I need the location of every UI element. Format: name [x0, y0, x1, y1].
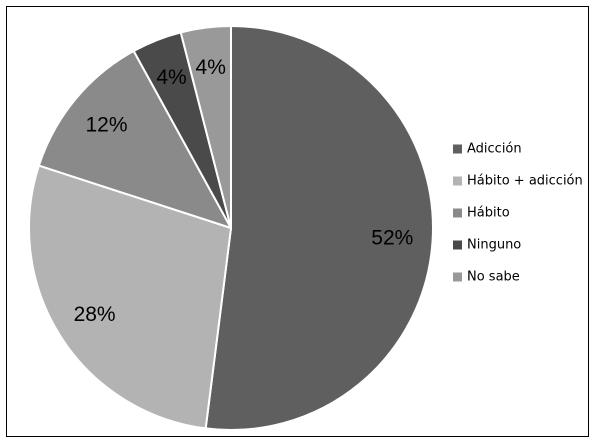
legend-swatch-ninguno	[453, 240, 462, 250]
legend-label-adiccion: Adicción	[467, 142, 522, 157]
slice-label-habito-adiccion: 28%	[74, 303, 116, 326]
legend-label-habito: Hábito	[467, 206, 510, 221]
slice-label-adiccion: 52%	[371, 227, 413, 250]
legend: Adicción Hábito + adicción Hábito Ninguno No…	[453, 142, 583, 285]
slice-label-habito: 12%	[85, 114, 127, 137]
slice-label-no-sabe: 4%	[196, 56, 226, 79]
pie-slice-habito-adiccion	[28, 164, 232, 430]
legend-label-ninguno: Ninguno	[467, 238, 521, 253]
pie-slice-no-sabe	[179, 25, 232, 229]
pie-slice-adiccion	[204, 25, 434, 431]
legend-swatch-no-sabe	[453, 272, 462, 282]
slice-label-ninguno: 4%	[156, 66, 186, 89]
legend-label-habito-adiccion: Hábito + adicción	[467, 174, 583, 189]
pie-slice-habito	[37, 49, 232, 229]
legend-label-no-sabe: No sabe	[467, 270, 520, 285]
legend-swatch-habito-adiccion	[453, 176, 462, 186]
pie-slices	[28, 25, 434, 431]
pie-slice-labels: 52% 28% 12% 4% 4%	[74, 56, 414, 326]
legend-swatch-adiccion	[453, 144, 462, 154]
legend-swatch-habito	[453, 208, 462, 218]
